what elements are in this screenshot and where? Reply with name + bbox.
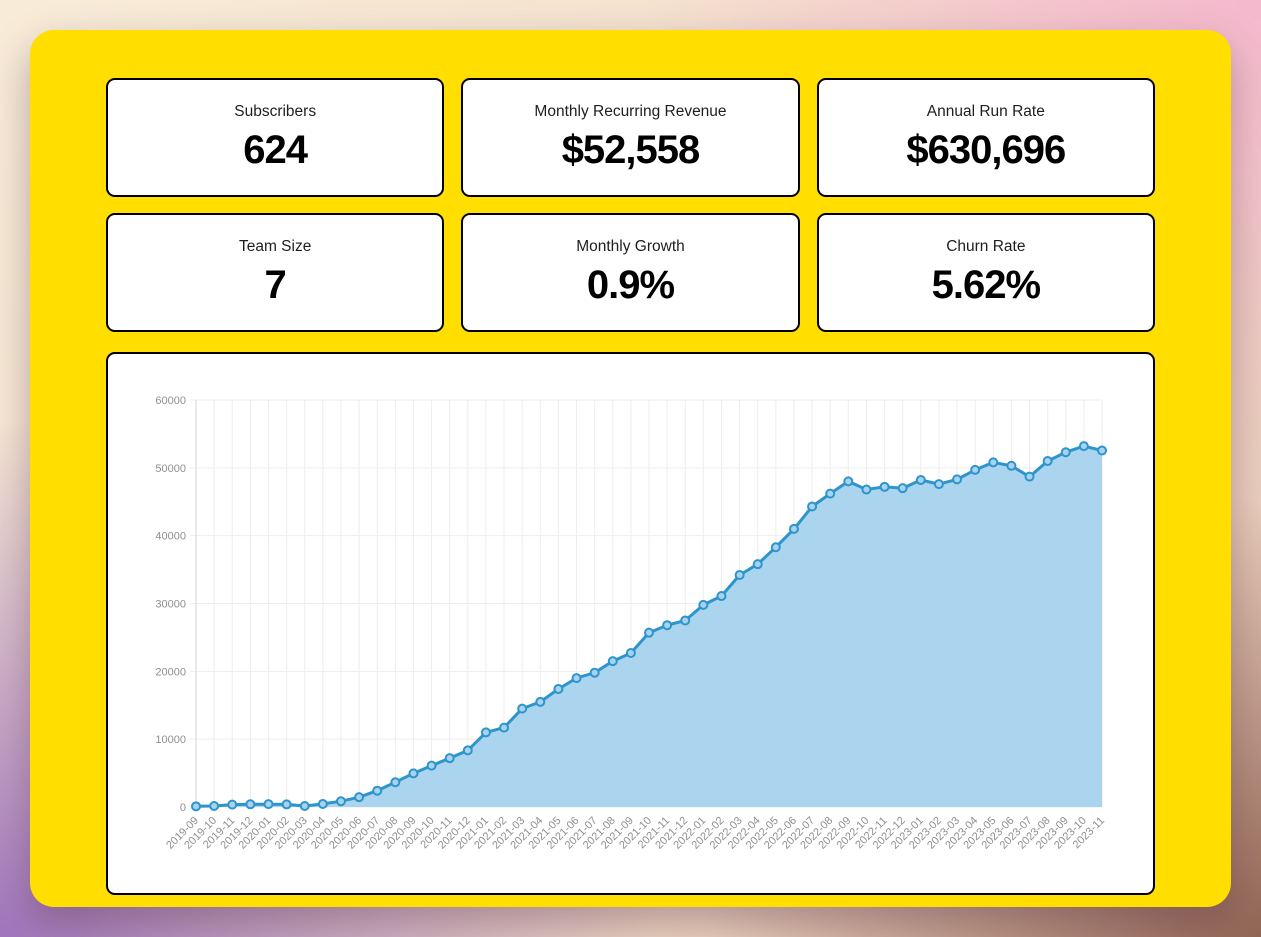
stat-label: Annual Run Rate: [926, 102, 1045, 120]
dashboard-panel: Subscribers 624 Monthly Recurring Revenu…: [30, 30, 1231, 907]
svg-text:30000: 30000: [155, 599, 186, 611]
mrr-area-chart: 01000020000300004000050000600002019-0920…: [155, 395, 1107, 852]
stat-value: $52,558: [561, 127, 701, 172]
stat-value: 7: [264, 262, 287, 307]
stat-label: Churn Rate: [946, 237, 1026, 255]
stats-grid: Subscribers 624 Monthly Recurring Revenu…: [106, 78, 1155, 332]
stat-value: 0.9%: [586, 262, 675, 307]
stat-card-subscribers: Subscribers 624: [106, 78, 445, 197]
svg-text:60000: 60000: [155, 395, 186, 407]
stat-label: Monthly Recurring Revenue: [534, 102, 727, 120]
stat-label: Subscribers: [234, 102, 317, 120]
svg-text:20000: 20000: [155, 666, 186, 678]
svg-text:0: 0: [180, 802, 186, 814]
stat-value: 624: [243, 127, 308, 172]
svg-text:40000: 40000: [155, 531, 186, 543]
stat-card-mrr: Monthly Recurring Revenue $52,558: [461, 78, 800, 197]
svg-text:50000: 50000: [155, 463, 186, 475]
svg-text:10000: 10000: [155, 734, 186, 746]
mrr-chart-card: 0 10000 20000 30000 40000 50000 60000 2019-09 20…: [106, 352, 1155, 895]
stat-value: $630,696: [906, 127, 1066, 172]
stat-card-annual-run-rate: Annual Run Rate $630,696: [816, 78, 1155, 197]
stat-value: 5.62%: [931, 262, 1041, 307]
stat-card-monthly-growth: Monthly Growth 0.9%: [461, 213, 800, 332]
stat-card-team-size: Team Size 7: [106, 213, 445, 332]
stat-card-churn-rate: Churn Rate 5.62%: [816, 213, 1155, 332]
stat-label: Monthly Growth: [576, 237, 685, 255]
stat-label: Team Size: [238, 237, 312, 255]
